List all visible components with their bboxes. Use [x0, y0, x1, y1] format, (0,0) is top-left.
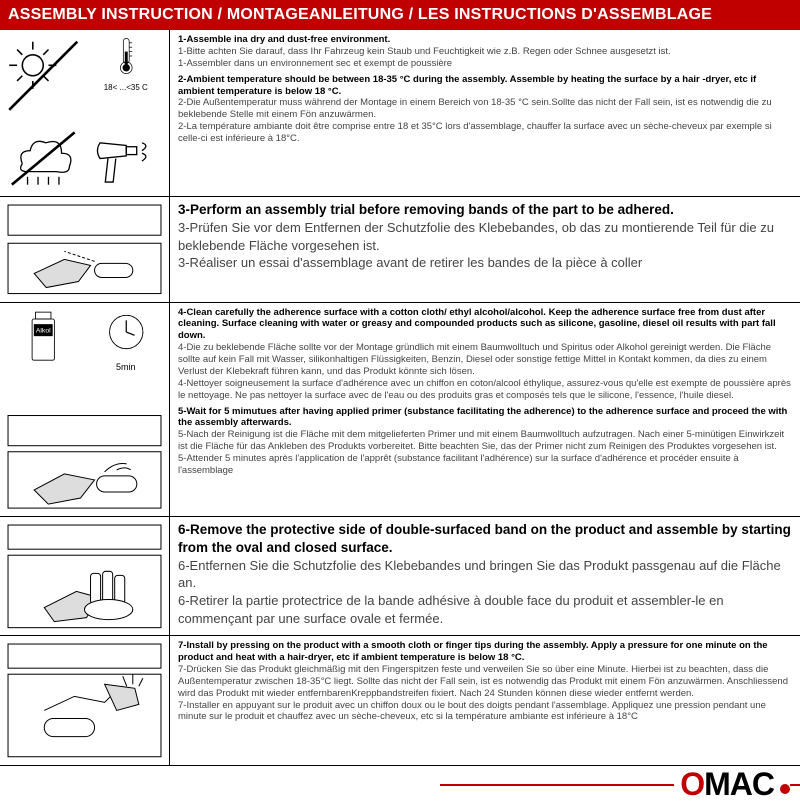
- step3-de: 3-Prüfen Sie vor dem Entfernen der Schut…: [178, 219, 792, 254]
- step5-en: 5-Wait for 5 mimutues after having appli…: [178, 406, 792, 430]
- text-3: 3-Perform an assembly trial before remov…: [170, 197, 800, 302]
- step2-fr: 2-La température ambiante doit être comp…: [178, 121, 792, 145]
- no-snow-icon: [4, 122, 83, 192]
- page: ASSEMBLY INSTRUCTION / MONTAGEANLEITUNG …: [0, 0, 800, 800]
- step-7: 7-Install by pressing on the product wit…: [0, 636, 800, 765]
- step7-fr: 7-Installer en appuyant sur le produit a…: [178, 700, 792, 724]
- bottle-icon: Alkol: [4, 307, 83, 405]
- step3-en: 3-Perform an assembly trial before remov…: [178, 201, 792, 219]
- step-3: 3-Perform an assembly trial before remov…: [0, 197, 800, 303]
- step-6: 6-Remove the protective side of double-s…: [0, 517, 800, 637]
- step1-fr: 1-Assembler dans un environnement sec et…: [178, 58, 792, 70]
- temp-range-label: 18< ...<35 C: [87, 83, 166, 92]
- step5-fr: 5-Attender 5 minutes après l'application…: [178, 453, 792, 477]
- hairdryer-icon: [87, 122, 166, 192]
- step2-en: 2-Ambient temperature should be between …: [178, 74, 792, 98]
- step5-de: 5-Nach der Reinigung ist die Fläche mit …: [178, 429, 792, 453]
- brand-text: OMAC: [680, 766, 774, 803]
- timer-label: 5min: [87, 362, 166, 372]
- press-install-icon: [4, 640, 165, 761]
- illus-6: [0, 517, 170, 636]
- brand-logo: OMAC: [674, 766, 790, 803]
- step2-de: 2-Die Außentemperatur muss während der M…: [178, 97, 792, 121]
- step4-de: 4-Die zu beklebende Fläche sollte vor de…: [178, 342, 792, 378]
- step4-fr: 4-Nettoyer soigneusement la surface d'ad…: [178, 378, 792, 402]
- step1-en: 1-Assemble ina dry and dust-free environ…: [178, 34, 792, 46]
- step4-en: 4-Clean carefully the adherence surface …: [178, 307, 792, 343]
- step6-fr: 6-Retirer la partie protectrice de la ba…: [178, 592, 792, 627]
- illus-1-2: 18< ...<35 C: [0, 30, 170, 196]
- header-title: ASSEMBLY INSTRUCTION / MONTAGEANLEITUNG …: [0, 0, 800, 30]
- peel-tape-icon: [4, 521, 165, 632]
- wipe-icon: [4, 409, 165, 515]
- clock-icon: 5min: [87, 307, 166, 405]
- illus-7: [0, 636, 170, 765]
- footer: OMAC: [0, 765, 800, 803]
- text-4-5: 4-Clean carefully the adherence surface …: [170, 303, 800, 516]
- text-6: 6-Remove the protective side of double-s…: [170, 517, 800, 636]
- step-4-5: Alkol 5min: [0, 303, 800, 517]
- steps-container: 18< ...<35 C: [0, 30, 800, 765]
- step3-fr: 3-Réaliser un essai d'assemblage avant d…: [178, 254, 792, 272]
- svg-text:Alkol: Alkol: [36, 327, 51, 334]
- text-1-2: 1-Assemble ina dry and dust-free environ…: [170, 30, 800, 196]
- step1-de: 1-Bitte achten Sie darauf, dass Ihr Fahr…: [178, 46, 792, 58]
- step7-de: 7-Drücken Sie das Produkt gleichmäßig mi…: [178, 664, 792, 700]
- step6-en: 6-Remove the protective side of double-s…: [178, 521, 792, 557]
- brand-dot-icon: [780, 784, 790, 794]
- step7-en: 7-Install by pressing on the product wit…: [178, 640, 792, 664]
- trial-fit-icon: [4, 201, 165, 298]
- step6-de: 6-Entfernen Sie die Schutzfolie des Kleb…: [178, 557, 792, 592]
- illus-3: [0, 197, 170, 302]
- text-7: 7-Install by pressing on the product wit…: [170, 636, 800, 765]
- illus-4-5: Alkol 5min: [0, 303, 170, 516]
- sun-icon: [4, 34, 83, 118]
- thermometer-icon: 18< ...<35 C: [87, 34, 166, 118]
- step-1-2: 18< ...<35 C: [0, 30, 800, 197]
